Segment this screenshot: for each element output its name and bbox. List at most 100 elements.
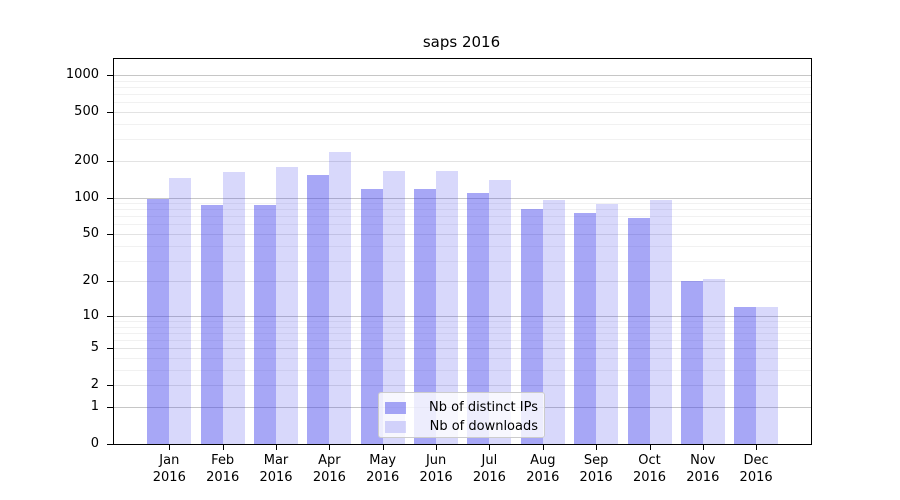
x-tick-label: Oct 2016 bbox=[632, 453, 667, 485]
gridline bbox=[114, 197, 811, 199]
bar-downloads bbox=[649, 200, 672, 444]
x-tick bbox=[329, 445, 331, 450]
x-tick-label: Apr 2016 bbox=[312, 453, 346, 485]
minor-gridline bbox=[114, 260, 811, 262]
minor-gridline bbox=[114, 326, 811, 328]
x-tick-label: Jun 2016 bbox=[419, 453, 453, 485]
x-tick bbox=[276, 445, 277, 450]
y-tick bbox=[107, 407, 113, 408]
legend-item-label: Nb of downloads bbox=[429, 419, 538, 434]
y-tick bbox=[107, 74, 113, 76]
y-tick-label: 2 bbox=[90, 377, 99, 393]
x-tick bbox=[596, 445, 598, 450]
x-tick bbox=[542, 445, 544, 450]
gridline bbox=[114, 111, 811, 113]
x-tick bbox=[436, 445, 438, 450]
gridline bbox=[114, 348, 811, 350]
gridline bbox=[114, 281, 811, 283]
bar-downloads bbox=[756, 307, 779, 444]
bar-downloads bbox=[276, 167, 298, 444]
minor-gridline bbox=[114, 209, 811, 211]
bar-distinct-ips bbox=[414, 189, 437, 444]
minor-gridline bbox=[114, 102, 811, 104]
x-tick bbox=[489, 445, 491, 450]
y-tick-label: 10 bbox=[82, 307, 99, 323]
x-tick-label: Dec 2016 bbox=[739, 453, 773, 485]
legend-swatch-downloads bbox=[385, 420, 406, 433]
minor-gridline bbox=[114, 80, 811, 82]
legend-swatch-distinct-ips bbox=[385, 401, 406, 414]
bar-downloads bbox=[489, 180, 512, 444]
bar-downloads bbox=[596, 203, 619, 444]
bar-distinct-ips bbox=[680, 281, 703, 444]
x-tick bbox=[222, 445, 224, 450]
x-tick bbox=[382, 445, 384, 450]
bar-downloads bbox=[702, 278, 725, 444]
bar-distinct-ips bbox=[360, 189, 383, 444]
x-tick-label: Feb 2016 bbox=[206, 453, 240, 485]
minor-gridline bbox=[114, 94, 811, 95]
chart-title: saps 2016 bbox=[422, 33, 501, 51]
bar-distinct-ips bbox=[627, 217, 650, 444]
bar-distinct-ips bbox=[200, 205, 223, 444]
bar-distinct-ips bbox=[307, 174, 330, 444]
x-tick bbox=[756, 445, 758, 450]
y-tick bbox=[107, 111, 113, 113]
y-tick bbox=[107, 444, 113, 445]
legend-item: Nb of distinct IPs bbox=[385, 398, 538, 417]
bar-distinct-ips bbox=[520, 209, 543, 444]
y-tick-label: 1 bbox=[90, 399, 99, 414]
minor-gridline bbox=[114, 340, 811, 342]
minor-gridline bbox=[114, 369, 811, 371]
legend-item: Nb of downloads bbox=[385, 417, 538, 436]
bar-distinct-ips bbox=[254, 205, 276, 444]
bar-distinct-ips bbox=[467, 193, 490, 444]
bar-downloads bbox=[169, 178, 192, 444]
y-tick bbox=[107, 197, 113, 199]
gridline bbox=[114, 315, 811, 317]
y-tick bbox=[107, 315, 113, 317]
y-tick-label: 50 bbox=[82, 226, 99, 241]
minor-gridline bbox=[114, 332, 811, 334]
minor-gridline bbox=[114, 86, 811, 88]
minor-gridline bbox=[114, 321, 811, 322]
bar-downloads bbox=[436, 170, 459, 444]
minor-gridline bbox=[114, 224, 811, 226]
x-tick-label: Jul 2016 bbox=[472, 453, 506, 485]
y-tick-label: 5 bbox=[90, 340, 99, 356]
bar-downloads bbox=[542, 199, 565, 444]
bar-downloads bbox=[382, 170, 405, 444]
y-tick bbox=[107, 160, 113, 162]
y-tick-label: 100 bbox=[74, 189, 99, 205]
y-tick-label: 200 bbox=[74, 152, 99, 168]
gridline bbox=[114, 160, 811, 162]
y-tick bbox=[107, 281, 113, 283]
y-tick-label: 1000 bbox=[65, 66, 99, 82]
y-tick bbox=[107, 234, 113, 235]
x-tick-label: Aug 2016 bbox=[526, 453, 560, 485]
gridline bbox=[114, 385, 811, 387]
minor-gridline bbox=[114, 358, 811, 359]
gridline bbox=[114, 74, 811, 76]
y-tick bbox=[107, 385, 113, 387]
minor-gridline bbox=[114, 203, 811, 204]
y-tick-label: 500 bbox=[74, 103, 99, 119]
x-tick-label: Mar 2016 bbox=[259, 453, 293, 485]
minor-gridline bbox=[114, 139, 811, 141]
legend-item-label: Nb of distinct IPs bbox=[429, 400, 538, 415]
x-tick-label: Sep 2016 bbox=[579, 453, 613, 485]
bar-downloads bbox=[222, 171, 245, 444]
plot-area bbox=[113, 58, 812, 445]
minor-gridline bbox=[114, 245, 811, 247]
x-tick bbox=[169, 445, 171, 450]
y-tick bbox=[107, 348, 113, 350]
y-tick-label: 0 bbox=[90, 436, 99, 451]
bar-distinct-ips bbox=[574, 213, 597, 444]
gridline bbox=[114, 234, 811, 235]
bar-distinct-ips bbox=[147, 198, 170, 444]
bar-downloads bbox=[329, 152, 352, 444]
minor-gridline bbox=[114, 216, 811, 218]
x-tick bbox=[702, 445, 704, 450]
minor-gridline bbox=[114, 123, 811, 125]
